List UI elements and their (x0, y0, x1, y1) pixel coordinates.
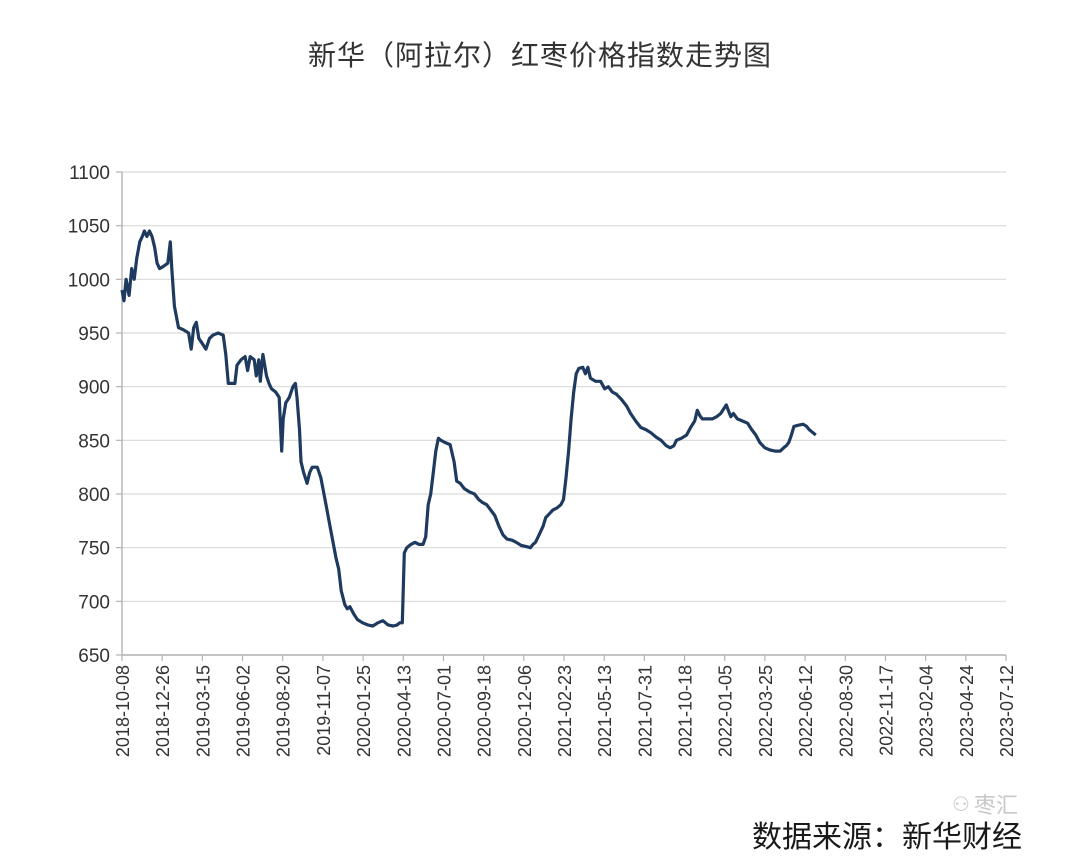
x-tick-label: 2020-04-13 (394, 665, 414, 757)
axes (121, 172, 1006, 656)
y-tick-label: 700 (78, 592, 110, 613)
x-tick-label: 2019-11-07 (314, 665, 334, 756)
y-tick-labels: 650 700 750 800 850 900 950 1000 1050 1100 (68, 163, 110, 667)
x-tick-label: 2023-04-24 (957, 665, 977, 757)
x-tick-label: 2019-03-15 (193, 665, 213, 757)
grid-lines (116, 171, 1006, 656)
x-tick-label: 2022-06-12 (796, 665, 816, 757)
x-tick-label: 2018-10-08 (113, 665, 133, 757)
x-tick-label: 2021-10-18 (676, 665, 696, 757)
x-tick-label: 2019-06-02 (234, 665, 254, 757)
y-tick-label: 1100 (69, 163, 110, 184)
wechat-icon: ⚇ (952, 792, 970, 816)
price-index-line (120, 229, 817, 628)
y-tick-label: 650 (78, 646, 110, 667)
y-tick-label: 1050 (68, 217, 110, 238)
x-tick-label: 2022-11-17 (876, 665, 896, 756)
x-tick-label: 2020-07-01 (434, 665, 454, 757)
watermark-text: 枣汇 (973, 794, 1018, 819)
x-tick-label: 2022-08-30 (836, 665, 856, 757)
x-tick-label: 2020-09-18 (475, 665, 495, 757)
y-tick-label: 800 (78, 485, 110, 506)
x-tick-label: 2023-07-12 (997, 665, 1017, 757)
x-tick-label: 2022-01-05 (716, 665, 736, 757)
x-tick-label: 2018-12-26 (153, 665, 173, 757)
x-tick-label: 2021-05-13 (595, 665, 615, 757)
x-tick-label: 2019-08-20 (274, 665, 294, 757)
x-tick-label: 2020-01-25 (354, 665, 374, 757)
y-tick-label: 850 (78, 431, 110, 452)
y-tick-label: 900 (78, 378, 110, 399)
watermark: ⚇ 枣汇 (952, 788, 1018, 820)
y-tick-label: 950 (78, 324, 110, 345)
y-tick-label: 750 (78, 539, 110, 560)
x-tick-label: 2021-07-31 (635, 665, 655, 757)
source-note: 数据来源：新华财经 (752, 820, 1022, 855)
x-tick-label: 2023-02-04 (917, 665, 937, 757)
x-tick-label: 2021-02-23 (555, 665, 575, 757)
chart-title: 新华（阿拉尔）红枣价格指数走势图 (307, 39, 772, 72)
x-tick-labels: 2018-10-08 2018-12-26 2019-03-15 2019-06-02… (113, 655, 1017, 757)
x-tick-label: 2022-03-25 (756, 665, 776, 757)
y-tick-label: 1000 (68, 270, 110, 291)
x-tick-label: 2020-12-06 (515, 665, 535, 757)
